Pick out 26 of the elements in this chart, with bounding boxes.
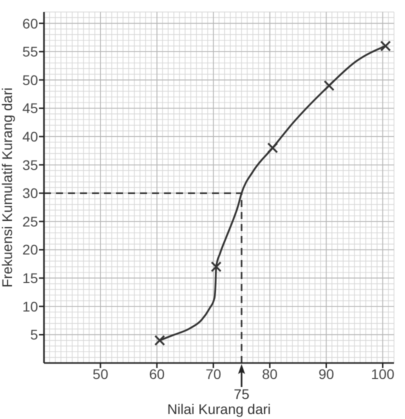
- y-tick-label: 15: [22, 270, 38, 286]
- x-tick-label: 100: [371, 366, 395, 382]
- point: [267, 142, 278, 154]
- x-tick-label: 70: [206, 366, 222, 382]
- y-tick-label: 20: [22, 242, 38, 258]
- y-axis-title: Frekuensi Kumulatif Kurang dari: [0, 88, 15, 288]
- y-tick-label: 5: [30, 326, 38, 343]
- y-tick-label: 60: [22, 15, 38, 32]
- y-tick-label: 25: [22, 213, 38, 230]
- y-tick-label: 55: [22, 44, 38, 60]
- y-tick-label: 50: [22, 72, 38, 88]
- x-axis-title: Nilai Kurang dari: [167, 401, 271, 417]
- x-tick-label: 50: [92, 366, 108, 382]
- y-tick-label: 35: [22, 156, 38, 173]
- x-tick-label: 80: [262, 366, 278, 382]
- y-tick-label: 30: [22, 185, 38, 202]
- y-tick-label: 40: [22, 128, 38, 145]
- x-tick-label: 60: [149, 366, 165, 382]
- point: [324, 80, 334, 91]
- y-tick-label: 10: [22, 298, 38, 314]
- point: [154, 334, 166, 346]
- point: [380, 40, 391, 52]
- annotation: 75: [234, 386, 250, 402]
- x-tick-label: 90: [318, 366, 334, 382]
- point: [210, 261, 222, 272]
- y-tick-label: 45: [22, 100, 38, 116]
